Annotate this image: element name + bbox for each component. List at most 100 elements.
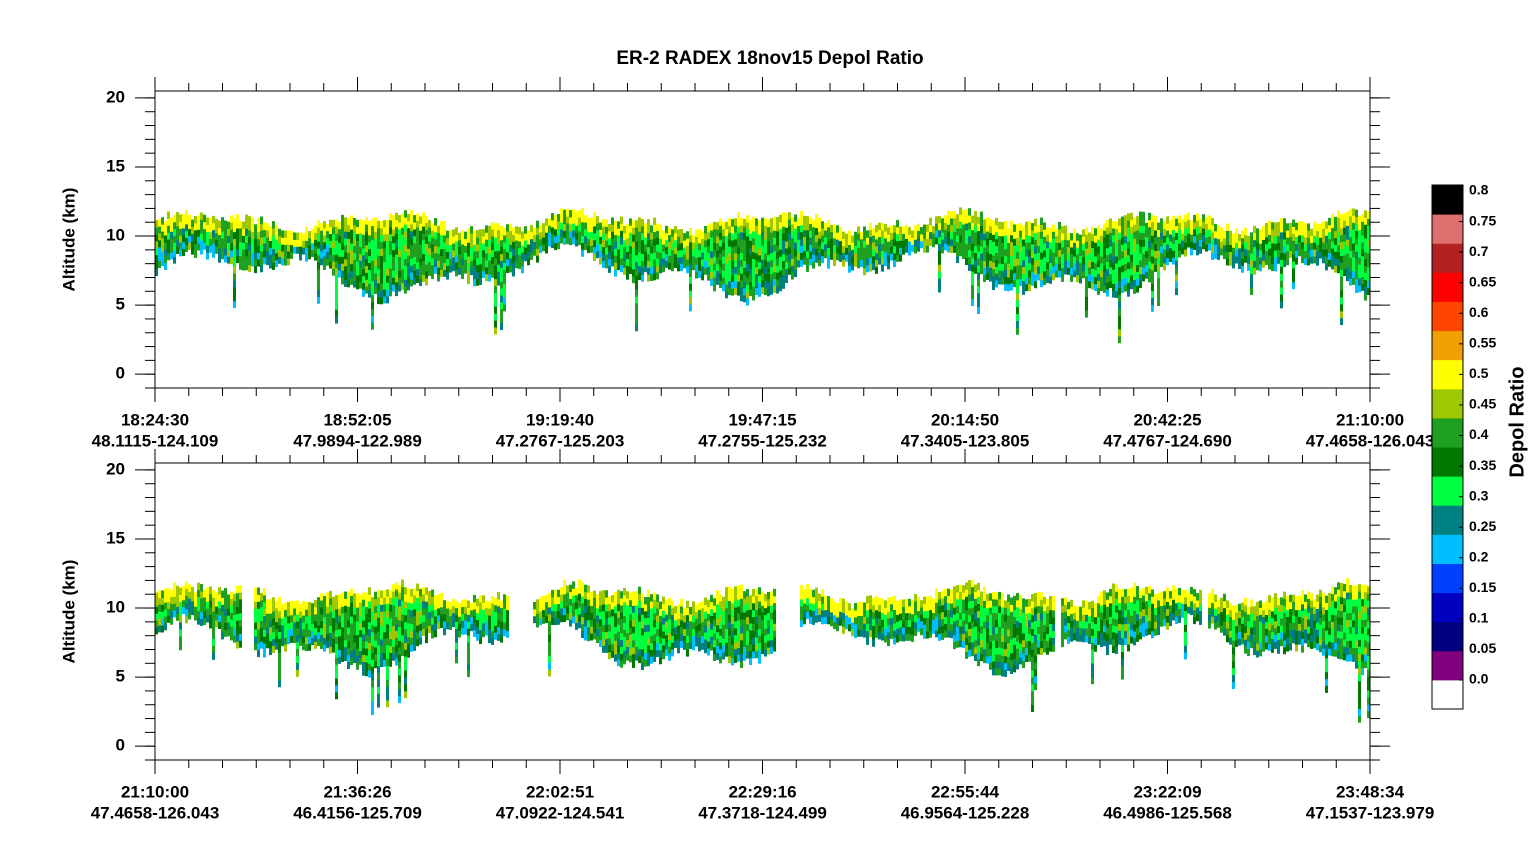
echo-cell <box>344 591 347 599</box>
echo-cell <box>731 239 734 248</box>
echo-cell <box>665 648 668 657</box>
echo-cell <box>446 237 449 246</box>
echo-cell <box>983 260 986 269</box>
echo-cell <box>647 267 650 275</box>
echo-cell <box>884 621 887 629</box>
echo-cell <box>251 231 254 239</box>
echo-cell <box>197 589 200 598</box>
echo-cell <box>992 227 995 235</box>
echo-cell <box>356 275 359 283</box>
echo-cell <box>881 633 884 641</box>
echo-cell <box>866 637 869 645</box>
echo-cell <box>278 603 281 612</box>
echo-cell <box>587 626 590 635</box>
echo-cell <box>329 639 332 647</box>
echo-cell <box>641 641 644 650</box>
echo-cell <box>275 259 278 268</box>
echo-cell <box>254 258 257 267</box>
echo-cell <box>1229 237 1232 246</box>
echo-cell <box>1040 217 1043 225</box>
echo-cell <box>854 630 857 639</box>
echo-cell <box>458 232 461 241</box>
echo-cell <box>446 608 449 616</box>
echo-cell <box>473 244 476 252</box>
echo-cell <box>995 238 998 247</box>
echo-cell <box>959 221 962 229</box>
echo-cell <box>566 606 569 614</box>
echo-cell <box>1085 241 1088 249</box>
echo-cell <box>482 256 485 265</box>
echo-cell <box>812 261 815 269</box>
echo-cell <box>821 255 824 264</box>
echo-cell <box>1130 247 1133 255</box>
echo-cell <box>863 240 866 248</box>
echo-cell <box>773 257 776 266</box>
echo-cell <box>167 587 170 596</box>
echo-cell <box>368 221 371 229</box>
echo-cell <box>884 237 887 246</box>
echo-cell <box>431 223 434 231</box>
echo-cell <box>674 232 677 241</box>
echo-cell <box>977 237 980 245</box>
echo-cell <box>494 257 497 266</box>
echo-cell <box>470 623 473 632</box>
echo-cell <box>284 237 287 245</box>
echo-cell <box>386 610 389 618</box>
echo-cell <box>485 259 488 268</box>
echo-cell <box>908 241 911 249</box>
echo-cell <box>200 604 203 613</box>
echo-cell <box>569 619 572 627</box>
echo-cell <box>185 609 188 617</box>
echo-cell <box>317 254 320 263</box>
echo-cell <box>701 635 704 643</box>
echo-cell <box>212 229 215 238</box>
echo-cell <box>356 233 359 241</box>
echo-cell <box>1016 237 1019 245</box>
echo-cell <box>494 271 497 280</box>
echo-cell <box>266 243 269 252</box>
echo-cell <box>806 229 809 238</box>
echo-cell <box>566 222 569 231</box>
echo-cell <box>740 584 743 592</box>
echo-cell <box>674 260 677 268</box>
echo-cell <box>737 606 740 614</box>
echo-cell <box>230 612 233 620</box>
echo-cell <box>314 620 317 629</box>
echo-cell <box>398 681 401 690</box>
echo-cell <box>164 241 167 250</box>
echo-cell <box>605 638 608 646</box>
echo-cell <box>1223 230 1226 239</box>
echo-cell <box>848 251 851 259</box>
echo-cell <box>194 236 197 245</box>
echo-cell <box>419 271 422 280</box>
echo-cell <box>560 215 563 223</box>
echo-cell <box>755 588 758 597</box>
echo-cell <box>422 260 425 269</box>
echo-cell <box>920 240 923 249</box>
echo-cell <box>995 217 998 226</box>
echo-cell <box>425 229 428 237</box>
echo-cell <box>728 648 731 657</box>
echo-cell <box>938 229 941 238</box>
echo-cell <box>818 217 821 225</box>
echo-cell <box>407 241 410 249</box>
echo-cell <box>620 660 623 668</box>
echo-cell <box>953 231 956 240</box>
echo-cell <box>743 267 746 275</box>
echo-cell <box>779 242 782 250</box>
echo-cell <box>1076 260 1079 269</box>
echo-cell <box>620 618 623 627</box>
echo-cell <box>506 602 509 611</box>
echo-cell <box>425 277 428 286</box>
echo-cell <box>851 242 854 250</box>
echo-cell <box>581 214 584 223</box>
echo-cell <box>875 602 878 611</box>
echo-cell <box>416 618 419 626</box>
echo-cell <box>728 600 731 608</box>
echo-cell <box>767 261 770 269</box>
echo-cell <box>212 645 215 653</box>
echo-cell <box>716 604 719 612</box>
echo-cell <box>1271 263 1274 272</box>
echo-cell <box>590 231 593 239</box>
echo-cell <box>734 600 737 608</box>
